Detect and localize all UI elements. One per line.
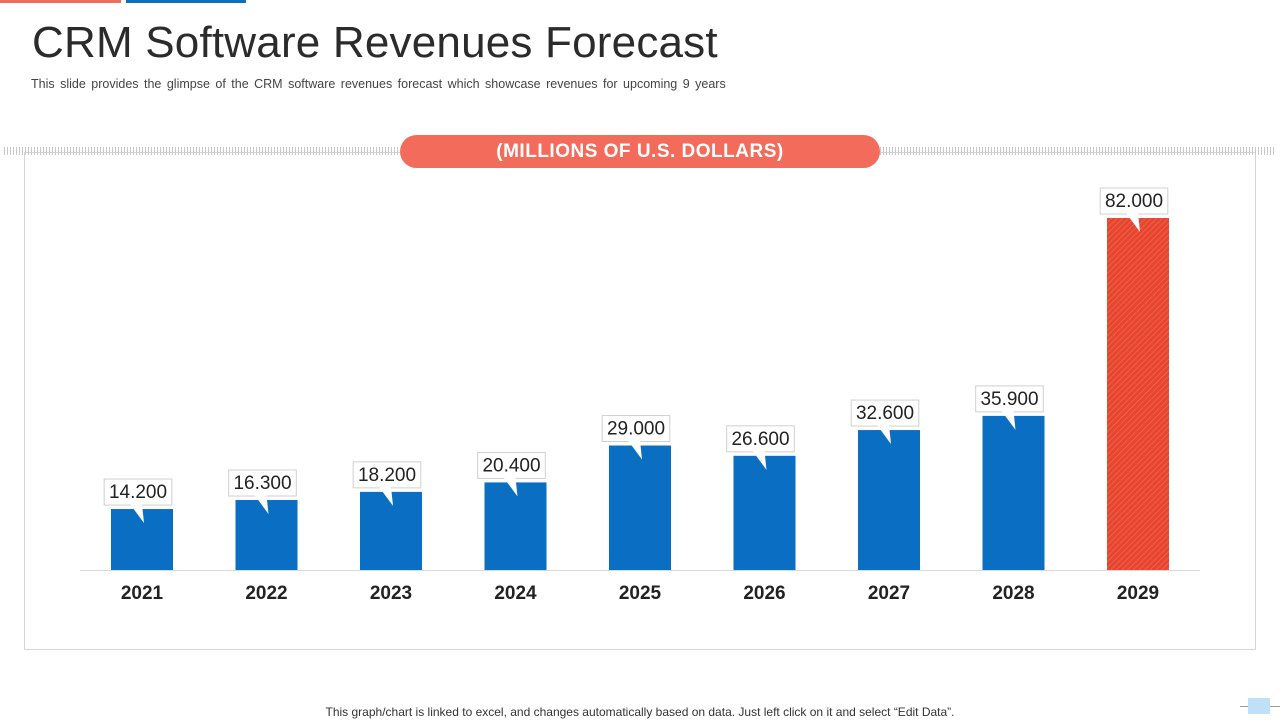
data-label-2027: 32.600 [856, 403, 914, 424]
bar-2027[interactable] [858, 430, 920, 570]
x-tick-label-2022: 2022 [245, 583, 287, 604]
data-label-2022: 16.300 [233, 473, 291, 494]
data-label-pointer-2022 [254, 495, 269, 515]
bar-2023[interactable] [360, 491, 422, 570]
data-label-pointer-2027 [877, 425, 891, 445]
data-label-pointer-2024 [503, 477, 518, 497]
data-label-2029: 82.000 [1105, 191, 1163, 212]
top-accent-blue [126, 0, 246, 3]
top-accent-red [0, 0, 121, 3]
x-tick-label-2021: 2021 [121, 583, 164, 604]
hatch-divider-left [4, 147, 400, 155]
x-tick-label-2026: 2026 [743, 583, 785, 604]
bar-2029[interactable] [1107, 218, 1169, 570]
page-title: CRM Software Revenues Forecast [32, 18, 718, 67]
data-label-pointer-2025 [628, 440, 642, 460]
data-label-pointer-2029 [1126, 213, 1140, 232]
hatch-divider-right [880, 147, 1276, 155]
x-tick-label-2028: 2028 [992, 583, 1034, 604]
data-label-pointer-2023 [379, 486, 393, 506]
data-label-2025: 29.000 [607, 419, 665, 440]
data-label-box-2028 [975, 385, 1044, 413]
bar-2026[interactable] [733, 455, 796, 570]
footer-note: This graph/chart is linked to excel, and… [325, 705, 955, 719]
data-label-pointer-2028 [1001, 410, 1016, 430]
bar-2028[interactable] [982, 415, 1045, 570]
data-label-2021: 14.200 [109, 482, 167, 503]
bar-2024[interactable] [484, 482, 547, 570]
x-tick-label-2025: 2025 [619, 583, 662, 604]
corner-mark [1248, 698, 1270, 714]
unit-label-pill: (MILLIONS OF U.S. DOLLARS) [400, 135, 880, 168]
x-tick-label-2029: 2029 [1117, 583, 1159, 604]
data-label-pointer-2026 [752, 450, 767, 470]
bar-2022[interactable] [235, 500, 298, 570]
data-label-pointer-2021 [130, 504, 144, 524]
x-tick-label-2023: 2023 [370, 583, 412, 604]
data-label-2023: 18.200 [358, 465, 416, 486]
data-label-2028: 35.900 [980, 389, 1038, 410]
data-label-box-2029 [1099, 187, 1169, 215]
bar-2025[interactable] [609, 445, 671, 570]
page-subtitle: This slide provides the glimpse of the C… [31, 77, 726, 91]
x-tick-label-2027: 2027 [868, 583, 910, 604]
data-label-2026: 26.600 [731, 429, 789, 450]
x-tick-label-2024: 2024 [494, 583, 537, 604]
data-label-box-2022 [228, 469, 297, 497]
data-label-box-2024 [477, 451, 546, 479]
data-label-2024: 20.400 [482, 455, 540, 476]
